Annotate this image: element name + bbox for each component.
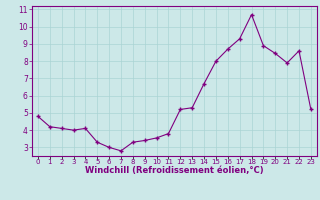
X-axis label: Windchill (Refroidissement éolien,°C): Windchill (Refroidissement éolien,°C)	[85, 166, 264, 175]
